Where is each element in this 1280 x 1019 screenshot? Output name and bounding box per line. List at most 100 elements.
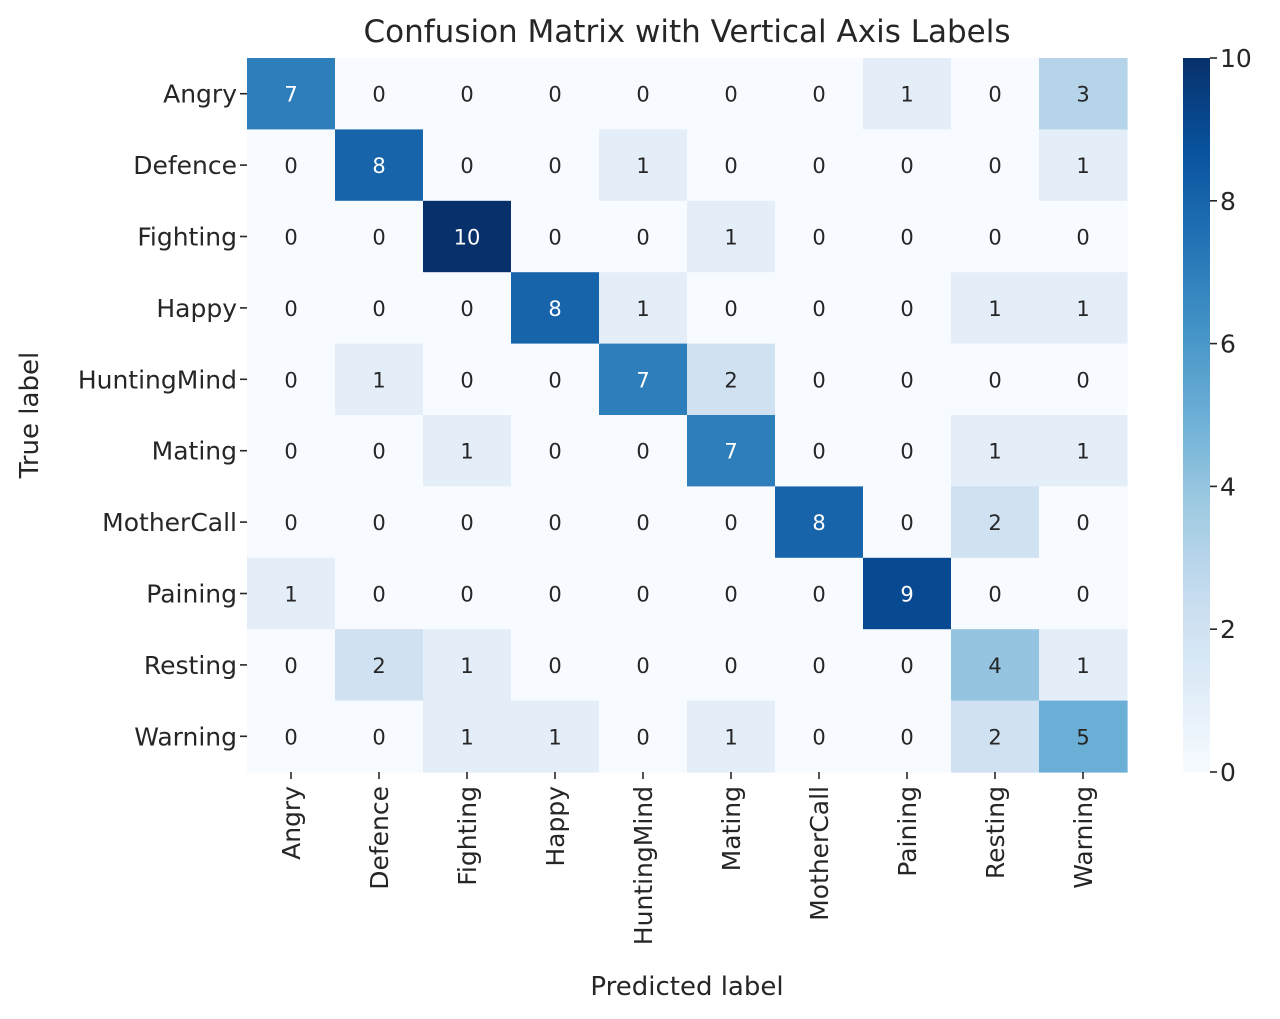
heatmap-cell xyxy=(335,343,424,416)
cell-value-label: 0 xyxy=(724,83,737,107)
cell-value-label: 0 xyxy=(372,440,385,464)
heatmap-cell xyxy=(423,200,512,273)
cell-value-label: 0 xyxy=(548,583,561,607)
heatmap-cell xyxy=(599,700,688,773)
heatmap-cell xyxy=(687,343,776,416)
cell-value-label: 0 xyxy=(548,511,561,535)
cell-value-label: 1 xyxy=(724,725,737,749)
cell-value-label: 0 xyxy=(548,440,561,464)
heatmap-cell xyxy=(951,129,1040,202)
heatmap-cell xyxy=(863,486,952,559)
cell-value-label: 0 xyxy=(548,83,561,107)
cell-value-label: 0 xyxy=(812,83,825,107)
y-axis: Angry Defence Fighting Happy HuntingMind Mati… xyxy=(78,80,247,751)
heatmap-cell xyxy=(335,272,424,345)
cell-value-label: 0 xyxy=(812,654,825,678)
heatmap-cell xyxy=(1039,629,1128,702)
cell-value-label: 0 xyxy=(812,725,825,749)
cell-value-label: 4 xyxy=(988,654,1001,678)
cell-value-label: 0 xyxy=(548,654,561,678)
heatmap-cell xyxy=(247,700,336,773)
cell-value-label: 1 xyxy=(988,440,1001,464)
heatmap-cell xyxy=(511,557,600,630)
heatmap-cell xyxy=(599,629,688,702)
cell-value-label: 1 xyxy=(900,83,913,107)
heatmap-cell xyxy=(687,557,776,630)
cell-value-label: 0 xyxy=(460,368,473,392)
cell-value-label: 8 xyxy=(548,297,561,321)
cell-value-label: 0 xyxy=(460,154,473,178)
heatmap-cell xyxy=(1039,557,1128,630)
cell-value-label: 0 xyxy=(548,226,561,250)
y-tick-label: HuntingMind xyxy=(78,365,237,394)
x-tick-label: Fighting xyxy=(453,786,482,886)
cell-value-label: 0 xyxy=(372,725,385,749)
cell-value-label: 1 xyxy=(372,368,385,392)
heatmap-cell xyxy=(599,129,688,202)
heatmap-cell xyxy=(247,415,336,487)
heatmap-cell xyxy=(687,415,776,487)
cell-value-label: 0 xyxy=(724,583,737,607)
cell-value-label: 1 xyxy=(548,725,561,749)
cell-value-label: 0 xyxy=(284,511,297,535)
colorbar-tick-label: 8 xyxy=(1220,187,1236,216)
cell-value-label: 0 xyxy=(636,511,649,535)
heatmap-cell xyxy=(863,700,952,773)
cell-value-label: 1 xyxy=(460,725,473,749)
heatmap-cell xyxy=(423,629,512,702)
cell-value-label: 0 xyxy=(636,83,649,107)
heatmap-cell xyxy=(599,343,688,416)
cell-value-label: 1 xyxy=(284,583,297,607)
heatmap-cell xyxy=(1039,272,1128,345)
x-tick-label: MotherCall xyxy=(805,786,834,921)
heatmap-cell xyxy=(775,557,864,630)
y-tick-label: Happy xyxy=(156,294,237,323)
heatmap-cell xyxy=(863,58,952,130)
cell-value-label: 1 xyxy=(1076,654,1089,678)
x-axis: Angry Defence Fighting Happy HuntingMind Mati… xyxy=(277,772,1098,945)
cell-value-label: 0 xyxy=(372,83,385,107)
heatmap-cell xyxy=(951,415,1040,487)
heatmap-cell xyxy=(687,58,776,130)
heatmap-cell xyxy=(247,557,336,630)
heatmap-cell xyxy=(1039,415,1128,487)
cell-value-label: 0 xyxy=(900,654,913,678)
cell-value-label: 0 xyxy=(900,368,913,392)
heatmap-cell xyxy=(511,700,600,773)
colorbar: 0 2 4 6 8 10 xyxy=(1183,44,1252,787)
cell-value-label: 0 xyxy=(724,297,737,321)
heatmap-cell xyxy=(863,415,952,487)
heatmap-cell xyxy=(423,58,512,130)
cell-value-label: 0 xyxy=(900,226,913,250)
heatmap-cell xyxy=(863,629,952,702)
cell-value-label: 0 xyxy=(372,297,385,321)
heatmap-cell xyxy=(687,629,776,702)
heatmap-cell xyxy=(335,129,424,202)
heatmap-cell xyxy=(247,129,336,202)
heatmap-cell xyxy=(335,200,424,273)
cell-value-label: 9 xyxy=(900,583,913,607)
heatmap-cell xyxy=(951,629,1040,702)
heatmap-cell xyxy=(511,272,600,345)
heatmap-cell xyxy=(599,415,688,487)
cell-value-label: 7 xyxy=(284,83,297,107)
cell-value-label: 10 xyxy=(454,226,481,250)
cell-value-label: 3 xyxy=(1076,83,1089,107)
cell-value-label: 1 xyxy=(724,226,737,250)
colorbar-tick-label: 10 xyxy=(1220,44,1252,73)
heatmap-cell xyxy=(775,629,864,702)
heatmap-cell xyxy=(335,700,424,773)
heatmap-cell xyxy=(335,415,424,487)
heatmap-cell xyxy=(863,557,952,630)
heatmap-cell xyxy=(511,129,600,202)
heatmap-cell xyxy=(775,272,864,345)
cell-value-label: 0 xyxy=(812,226,825,250)
y-tick-label: Mating xyxy=(152,437,237,466)
colorbar-tick-label: 6 xyxy=(1220,330,1236,359)
cell-value-label: 0 xyxy=(548,154,561,178)
cell-value-label: 0 xyxy=(284,725,297,749)
heatmap-cell xyxy=(1039,700,1128,773)
cell-value-label: 1 xyxy=(1076,297,1089,321)
cell-value-label: 1 xyxy=(636,297,649,321)
heatmap-cell xyxy=(423,415,512,487)
